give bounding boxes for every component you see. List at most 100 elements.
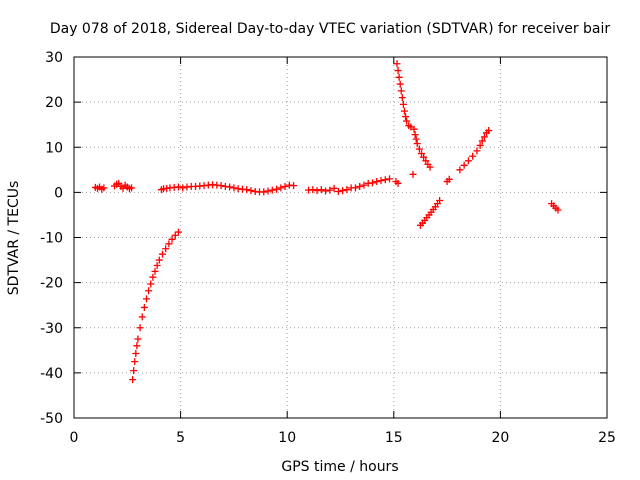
data-point	[133, 342, 141, 350]
x-tick-label: 5	[176, 430, 185, 446]
data-points	[91, 60, 562, 384]
data-point	[400, 107, 408, 115]
data-point	[142, 295, 150, 303]
data-point	[260, 188, 268, 196]
data-point	[339, 187, 347, 195]
data-point	[171, 231, 179, 239]
data-point	[165, 240, 173, 248]
data-point	[394, 179, 402, 187]
grid	[74, 57, 607, 418]
data-point	[460, 161, 468, 169]
plot-frame	[73, 56, 608, 419]
data-point	[147, 280, 155, 288]
data-point	[140, 303, 148, 311]
data-point	[281, 183, 289, 191]
data-point	[485, 127, 493, 135]
y-tick-label: -50	[40, 411, 63, 427]
chart-title: Day 078 of 2018, Sidereal Day-to-day VTE…	[50, 21, 611, 37]
data-point	[128, 184, 136, 192]
data-point	[330, 184, 338, 192]
data-point	[436, 196, 444, 204]
y-tick-label: -10	[40, 231, 63, 247]
data-point	[217, 182, 225, 190]
data-point	[395, 73, 403, 81]
data-point	[413, 140, 421, 148]
data-point	[554, 206, 562, 214]
data-point	[445, 175, 453, 183]
y-axis-label: SDTVAR / TECUs	[6, 181, 22, 296]
data-point	[397, 87, 405, 95]
data-point	[313, 187, 321, 195]
data-point	[377, 177, 385, 185]
data-point	[151, 267, 159, 275]
y-tick-label: 0	[54, 185, 63, 201]
data-point	[469, 152, 477, 160]
data-point	[264, 187, 272, 195]
x-tick-label: 10	[278, 430, 296, 446]
data-point	[478, 137, 486, 145]
data-point	[132, 349, 140, 357]
data-point	[368, 179, 376, 187]
data-point	[476, 141, 484, 149]
data-point	[360, 181, 368, 189]
data-point	[290, 182, 298, 190]
data-point	[351, 184, 359, 192]
x-tick-label: 25	[598, 430, 616, 446]
data-point	[410, 125, 418, 133]
data-point	[399, 100, 407, 108]
y-tick-label: 20	[45, 95, 63, 111]
data-point	[420, 153, 428, 161]
data-point	[480, 133, 488, 141]
data-point	[149, 273, 157, 281]
data-point	[356, 183, 364, 191]
data-point	[138, 313, 146, 321]
data-point	[386, 175, 394, 183]
data-point	[456, 166, 464, 174]
y-tick-label: 30	[45, 50, 63, 66]
data-point	[473, 147, 481, 155]
data-point	[381, 176, 389, 184]
data-point	[136, 324, 144, 332]
axis-ticks: 0 5 10 15 20 25 -50 -40 -30 -20 -10 0 10 20 30	[40, 50, 616, 446]
data-point	[422, 157, 430, 165]
data-point	[412, 135, 420, 143]
data-point	[322, 187, 330, 195]
data-point	[464, 157, 472, 165]
data-point	[153, 261, 161, 269]
data-point	[134, 335, 142, 343]
data-point	[396, 80, 404, 88]
data-point	[243, 186, 251, 194]
data-point	[426, 163, 434, 171]
data-point	[129, 376, 137, 384]
data-point	[334, 187, 342, 195]
x-tick-label: 20	[491, 430, 509, 446]
y-tick-label: 10	[45, 140, 63, 156]
data-point	[168, 235, 176, 243]
data-point	[158, 250, 166, 258]
x-tick-label: 15	[385, 430, 403, 446]
data-point	[100, 184, 108, 192]
data-point	[174, 228, 182, 236]
data-point	[174, 183, 182, 191]
y-tick-label: -30	[40, 321, 63, 337]
data-point	[393, 60, 401, 68]
y-tick-label: -40	[40, 366, 63, 382]
data-point	[411, 131, 419, 139]
data-point	[398, 94, 406, 102]
data-point	[402, 113, 410, 121]
x-tick-label: 0	[70, 430, 79, 446]
data-point	[131, 358, 139, 366]
data-point	[273, 185, 281, 193]
data-point	[230, 184, 238, 192]
data-point	[418, 150, 426, 158]
data-point	[326, 186, 334, 194]
data-point	[247, 187, 255, 195]
data-point	[179, 184, 187, 192]
x-axis-label: GPS time / hours	[281, 459, 398, 475]
data-point	[317, 186, 325, 194]
data-point	[373, 178, 381, 186]
data-point	[130, 367, 138, 375]
data-point	[403, 117, 411, 125]
data-point	[415, 145, 423, 153]
